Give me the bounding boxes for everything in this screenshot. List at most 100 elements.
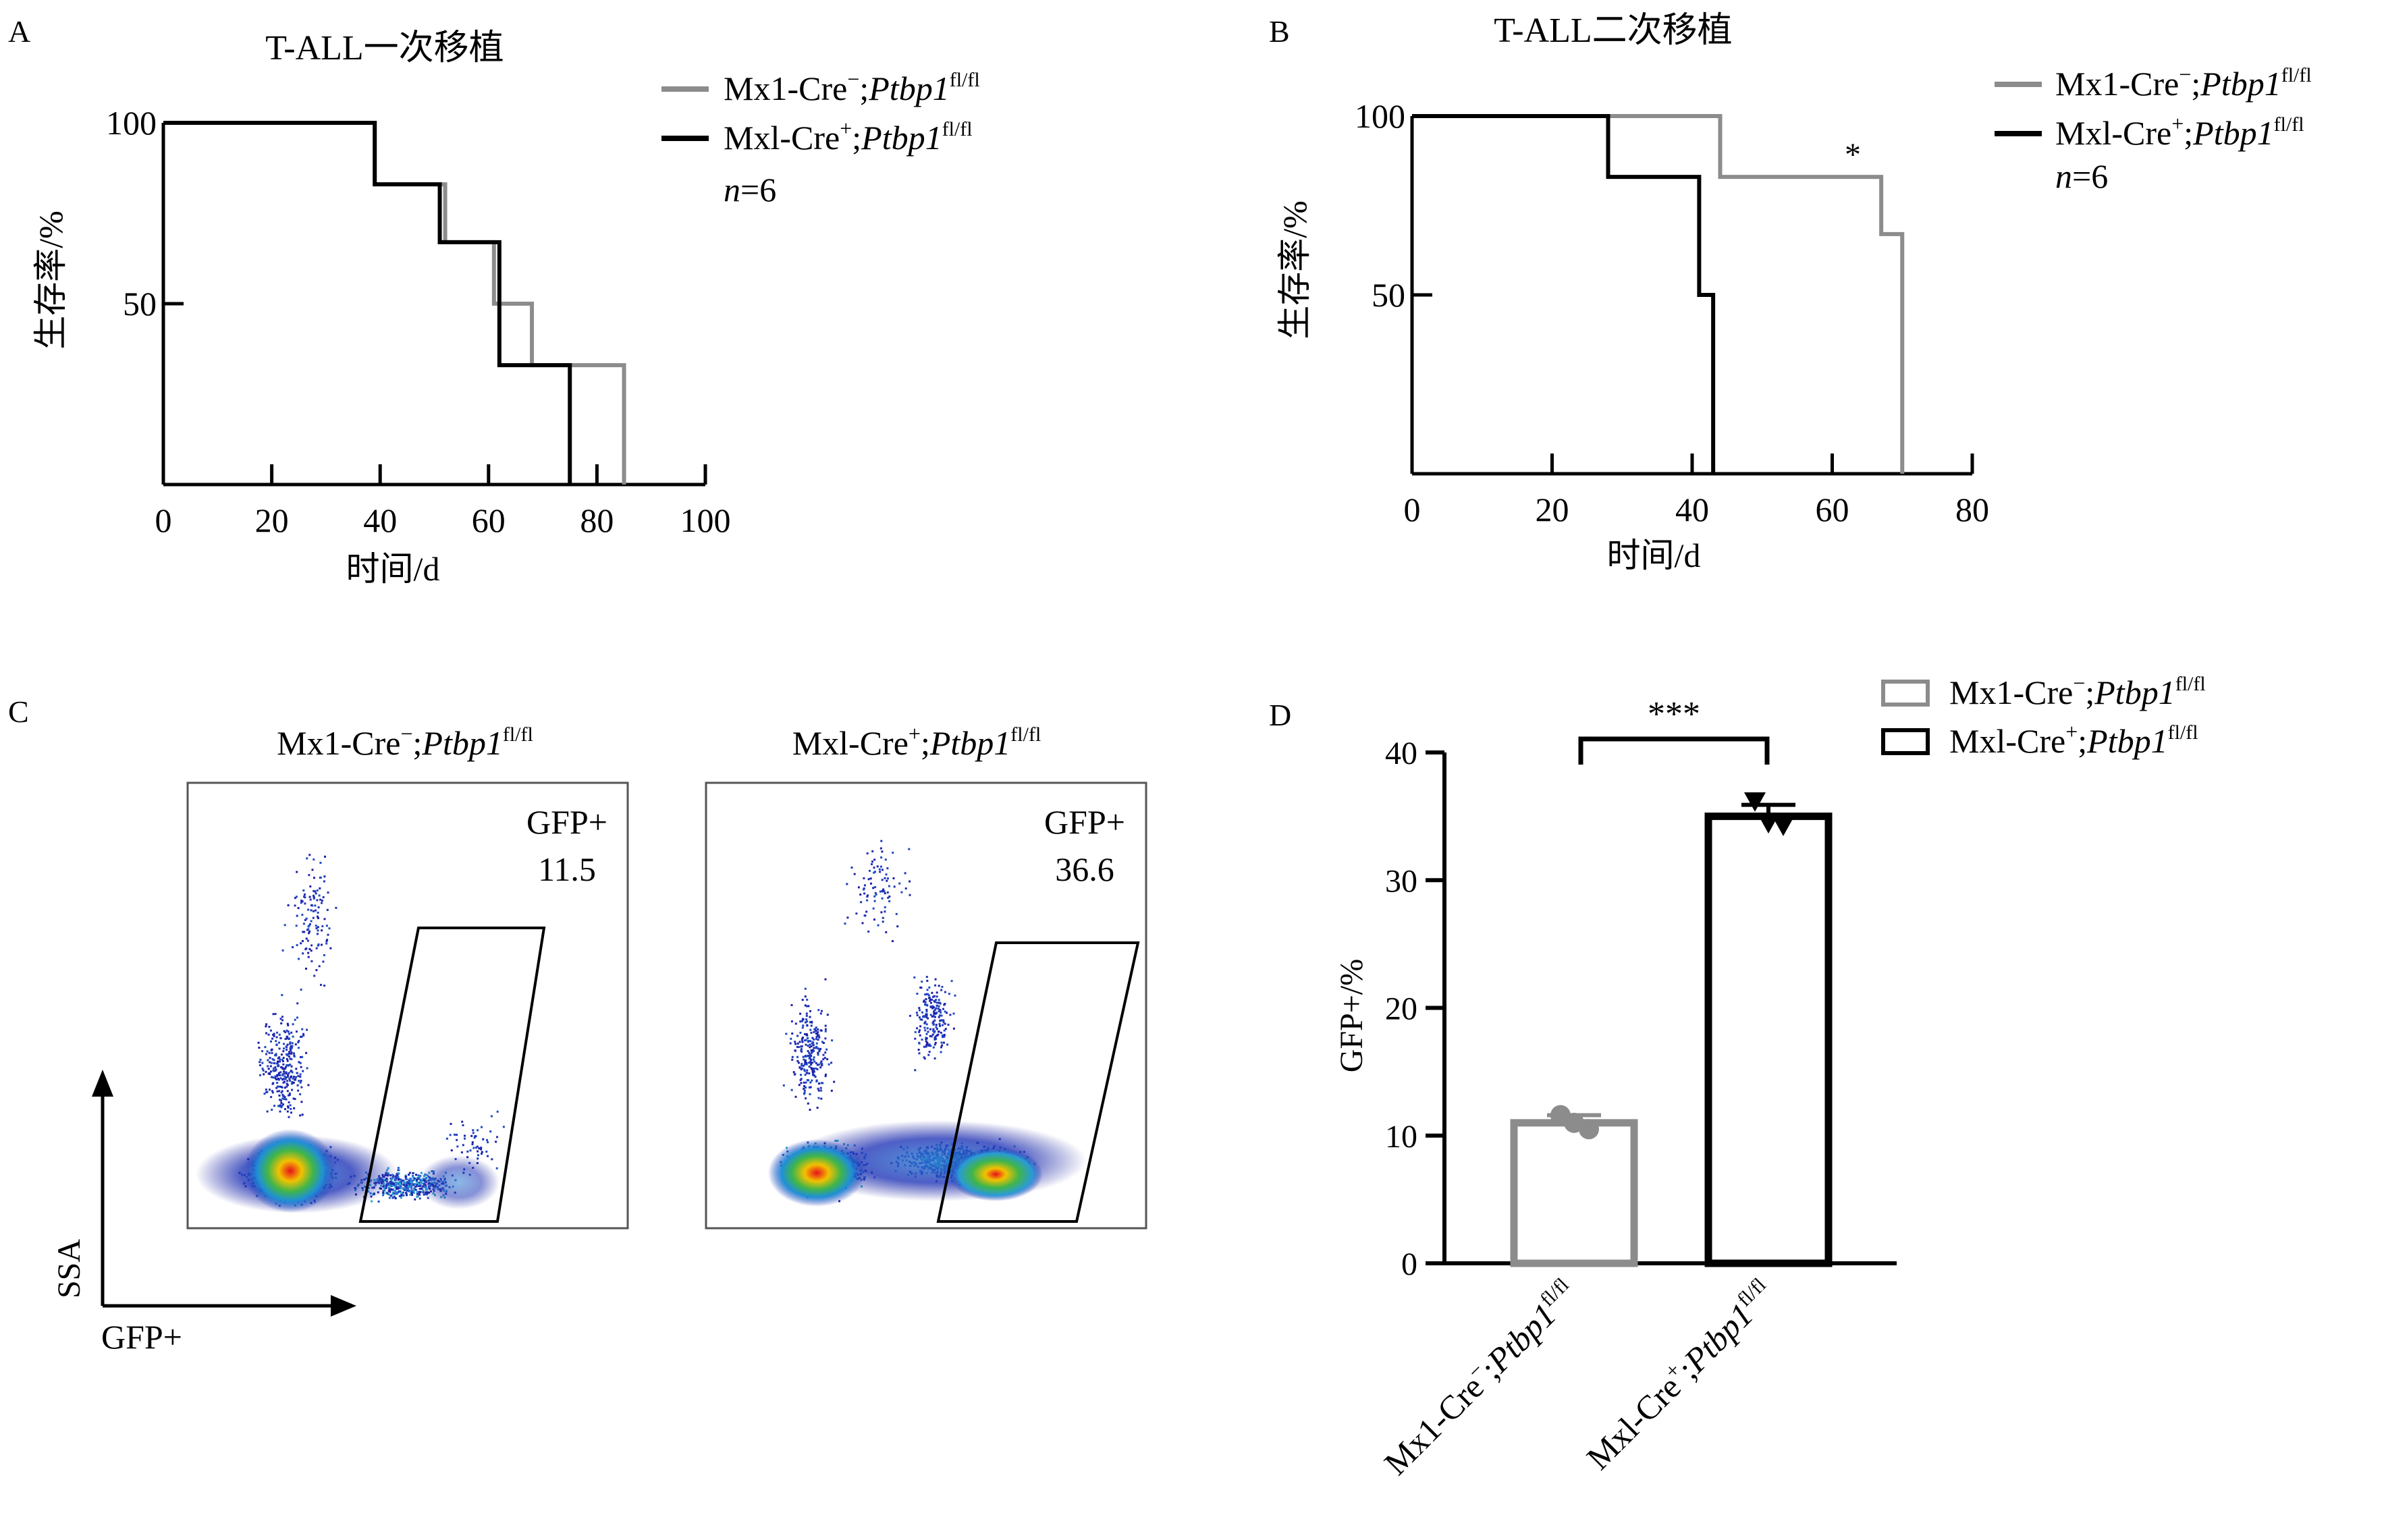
flow-plot-1-event-dot — [502, 1126, 505, 1128]
flow-plot-1-event-dot — [464, 1134, 466, 1137]
flow-plot-1-event-dot — [450, 1122, 452, 1125]
flow-plot-2-event-dot — [923, 1000, 925, 1003]
flow-plot-1-event-dot — [481, 1153, 483, 1155]
flow-plot-1-event-dot — [317, 911, 319, 914]
flow-plot-2-event-dot — [887, 877, 889, 880]
flow-plot-2-event-dot — [813, 1049, 815, 1052]
flow-plot-2-event-dot — [808, 1065, 811, 1068]
flow-plot-1-event-dot — [284, 1038, 287, 1041]
flow-plot-2-event-dot — [807, 1102, 809, 1105]
flow-plot-1-event-dot — [261, 1068, 264, 1070]
flow-plot-1-event-dot — [314, 904, 317, 907]
flow-plot-2-event-dot — [896, 925, 899, 928]
flow-plot-2-event-dot — [932, 995, 934, 998]
flow-plot-2-event-dot — [865, 910, 868, 913]
flow-plot-2-event-dot — [794, 1049, 796, 1052]
flow-plot-2-event-dot — [918, 1052, 921, 1055]
flow-plot-1-event-dot — [416, 1192, 418, 1195]
flow-plot-2-event-dot — [817, 1009, 820, 1012]
flow-plot-1-event-dot — [275, 1078, 277, 1080]
flow-plot-2-event-dot — [806, 1069, 809, 1072]
flow-plot-1-event-dot — [281, 994, 283, 996]
flow-plot-1-event-dot — [480, 1147, 483, 1149]
flow-plot-2-event-dot — [817, 1030, 819, 1033]
flow-plot-2-event-dot — [909, 893, 911, 896]
flow-plot-1-event-dot — [288, 1072, 290, 1074]
flow-plot-2-event-dot — [919, 1034, 921, 1037]
flow-plot-1-event-dot — [391, 1193, 394, 1196]
flow-plot-1-event-dot — [477, 1129, 479, 1132]
flow-plot-2-event-dot — [803, 1085, 806, 1087]
data-point — [1744, 792, 1766, 812]
flow-plot-1-event-dot — [268, 1051, 271, 1054]
flow-plot-1-event-dot — [400, 1185, 402, 1188]
flow-plot-2-event-dot — [882, 890, 884, 893]
flow-plot-2-event-dot — [794, 1043, 797, 1045]
flow-plot-1-event-dot — [303, 896, 306, 898]
flow-plot-2-event-dot — [801, 1037, 803, 1040]
flow-plot-2-event-dot — [815, 1047, 817, 1049]
flow-plot-2-event-dot — [924, 1029, 927, 1032]
flow-plot-1-event-dot — [279, 1085, 282, 1088]
flow-plot-1-event-dot — [303, 931, 306, 933]
flow-plot-2-event-dot — [925, 1003, 928, 1006]
flow-plot-1-event-dot — [412, 1184, 415, 1186]
flow-plot-1-event-dot — [288, 1037, 290, 1040]
flow-plot-1-event-dot — [282, 1063, 285, 1066]
flow-plot-2-event-dot — [820, 1082, 823, 1084]
flow-plot-1-event-dot — [274, 1075, 277, 1078]
flow-plot-1-event-dot — [472, 1132, 475, 1134]
flow-plot-1-gate-label: GFP+ — [526, 803, 607, 841]
flow-plot-2-event-dot — [873, 918, 875, 921]
x-tick-label: 0 — [155, 501, 172, 539]
y-tick-label: 30 — [1385, 863, 1417, 899]
flow-plot-1-event-dot — [461, 1120, 464, 1123]
flow-plot-1-event-dot — [297, 1047, 300, 1049]
flow-plot-1-event-dot — [263, 1073, 265, 1076]
flow-plot-2-event-dot — [934, 984, 937, 987]
flow-plot-2-event-dot — [942, 1024, 944, 1026]
flow-plot-1-event-dot — [275, 1062, 278, 1065]
flow-plot-1-event-dot — [285, 1098, 288, 1101]
flow-plot-1-event-dot — [416, 1195, 418, 1198]
flow-plot-2-event-dot — [927, 1030, 929, 1033]
flow-plot-1-event-dot — [298, 958, 300, 960]
flow-plot-2-event-dot — [919, 1009, 921, 1012]
flow-plot-1-event-dot — [289, 1079, 292, 1082]
flow-plot-1-event-dot — [283, 1067, 286, 1070]
flow-plot-2-event-dot — [812, 1070, 815, 1072]
flow-plot-1-event-dot — [300, 989, 302, 991]
flow-plot-2-event-dot — [818, 1050, 821, 1053]
flow-plot-1-event-dot — [259, 1058, 262, 1061]
flow-plot-1-event-dot — [307, 925, 310, 928]
flow-plot-2-event-dot — [941, 1034, 944, 1037]
flow-plot-1-event-dot — [284, 1087, 286, 1089]
flow-plot-2-event-dot — [939, 1024, 942, 1027]
flow-plot-1-event-dot — [279, 1071, 282, 1074]
flow-plot-1-event-dot — [395, 1190, 398, 1193]
flow-plot-2-event-dot — [806, 1020, 809, 1023]
flow-plot-2-event-dot — [804, 1063, 806, 1066]
significance-bracket-d — [1578, 736, 1770, 765]
flow-plot-2-event-dot — [884, 906, 886, 908]
flow-plot-1-event-dot — [279, 1105, 281, 1107]
flow-plot-2-event-dot — [869, 877, 872, 880]
flow-plot-1-event-dot — [271, 1057, 274, 1060]
flow-plot-2-event-dot — [931, 1007, 934, 1010]
flow-plot-1-event-dot — [393, 1195, 396, 1198]
legend-d-label-control: Mx1-Cre−;Ptbp1fl/fl — [1949, 671, 2206, 711]
flow-plot-2-event-dot — [884, 910, 886, 913]
flow-plot-2-event-dot — [807, 1079, 809, 1082]
flow-plot-1-event-dot — [313, 858, 315, 861]
flow-plot-2-event-dot — [882, 920, 884, 923]
y-tick-label: 20 — [1385, 991, 1417, 1027]
flow-plot-1-event-dot — [293, 1107, 296, 1109]
flow-plot-2-event-dot — [879, 847, 882, 850]
flow-xlabel: GFP+ — [101, 1318, 182, 1356]
flow-plot-1-event-dot — [265, 1032, 268, 1035]
flow-plot-1-event-dot — [278, 1090, 281, 1093]
y-tick-label: 50 — [123, 285, 157, 323]
flow-plot-1-event-dot — [308, 923, 311, 926]
flow-plot-2-event-dot — [874, 886, 877, 889]
flow-plot-1-event-dot — [490, 1115, 493, 1118]
